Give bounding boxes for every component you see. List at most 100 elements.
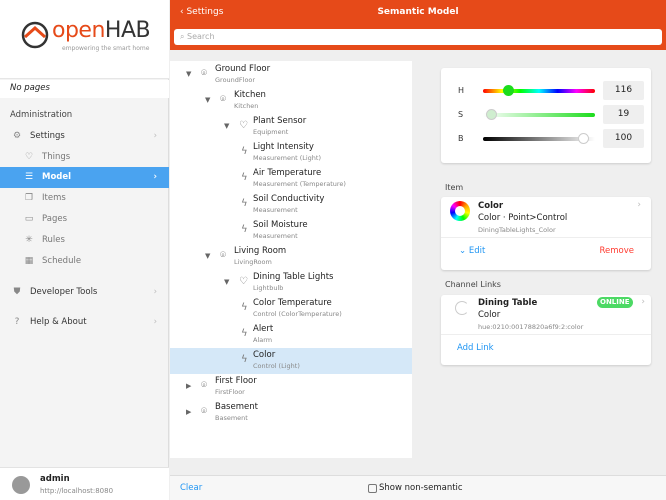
tree-node[interactable]: ϟ Color Temperature Control (ColorTemperat… bbox=[170, 296, 412, 322]
tree-node-label: Soil Conductivity bbox=[253, 194, 325, 204]
caret-down-icon[interactable]: ▼ bbox=[224, 278, 230, 286]
caret-down-icon[interactable]: ▼ bbox=[224, 122, 230, 130]
search-input[interactable]: ⌕ Search bbox=[174, 29, 662, 45]
tree-node-sublabel: Kitchen bbox=[234, 102, 259, 110]
tree-node-label: Kitchen bbox=[234, 90, 266, 100]
tree-node-label: Soil Moisture bbox=[253, 220, 308, 230]
brightness-value[interactable]: 100 bbox=[603, 129, 644, 148]
item-card: Color Color · Point>Control DiningTableL… bbox=[441, 197, 651, 270]
show-non-semantic-checkbox[interactable]: Show non-semantic bbox=[368, 483, 463, 494]
location-pin-icon: ⌾ bbox=[201, 380, 207, 391]
brightness-label: B bbox=[458, 134, 464, 143]
openhab-logo[interactable]: openHAB empowering the smart home bbox=[0, 0, 169, 79]
chevron-left-icon: ‹ bbox=[180, 7, 187, 17]
tree-node-sublabel: Alarm bbox=[253, 336, 273, 344]
tree-node-label: Color Temperature bbox=[253, 298, 332, 308]
sidebar-item-schedule[interactable]: ▦ Schedule bbox=[0, 251, 169, 272]
sidebar-item-settings[interactable]: ⚙ Settings › bbox=[0, 126, 169, 147]
monitor-icon: ▭ bbox=[24, 214, 34, 225]
sidebar: openHAB empowering the smart home No pag… bbox=[0, 0, 169, 500]
tree-node[interactable]: ϟ Air Temperature Measurement (Temperature… bbox=[170, 166, 412, 192]
tree-node[interactable]: ▼ ⌾ Living Room LivingRoom bbox=[170, 244, 412, 270]
add-link-button[interactable]: Add Link bbox=[457, 343, 494, 353]
sidebar-item-developer-tools[interactable]: ⛊ Developer Tools › bbox=[0, 282, 169, 303]
sidebar-item-model[interactable]: ☰ Model › bbox=[0, 167, 169, 188]
color-wheel-icon bbox=[450, 201, 470, 221]
flash-icon: ϟ bbox=[241, 198, 248, 209]
tree-node[interactable]: ▼ ♡ Plant Sensor Equipment bbox=[170, 114, 412, 140]
item-section-title: Item bbox=[445, 183, 464, 192]
hue-slider-handle[interactable] bbox=[503, 85, 514, 96]
tree-node[interactable]: ϟ Alert Alarm bbox=[170, 322, 412, 348]
flash-icon: ϟ bbox=[241, 172, 248, 183]
list-icon: ☰ bbox=[24, 172, 34, 183]
sidebar-item-items[interactable]: ❐ Items bbox=[0, 188, 169, 209]
checkbox-icon bbox=[368, 484, 377, 494]
brightness-slider[interactable] bbox=[483, 137, 595, 141]
tree-node-label: Light Intensity bbox=[253, 142, 314, 152]
tree-node[interactable]: ▶ ⌾ First Floor FirstFloor bbox=[170, 374, 412, 400]
sparkle-icon: ✳ bbox=[25, 235, 33, 246]
tree-node-label: Living Room bbox=[234, 246, 287, 256]
help-icon: ? bbox=[14, 317, 20, 328]
clear-button[interactable]: Clear bbox=[180, 483, 203, 493]
caret-right-icon[interactable]: ▶ bbox=[186, 408, 192, 416]
tree-node-label: First Floor bbox=[215, 376, 257, 386]
hue-slider[interactable] bbox=[483, 89, 595, 93]
channel-link-row[interactable]: Dining Table Color hue:0210:00178820a6f9… bbox=[441, 295, 651, 335]
avatar bbox=[12, 476, 30, 494]
saturation-slider-handle[interactable] bbox=[486, 109, 497, 120]
chevron-right-icon: › bbox=[153, 171, 157, 182]
help-label: Help & About bbox=[30, 316, 87, 327]
schedule-label: Schedule bbox=[42, 255, 82, 266]
tree-node[interactable]: ▼ ♡ Dining Table Lights Lightbulb bbox=[170, 270, 412, 296]
user-profile[interactable]: admin http://localhost:8080 bbox=[0, 467, 169, 500]
channel-links-card: Dining Table Color hue:0210:00178820a6f9… bbox=[441, 295, 651, 365]
calendar-icon: ▦ bbox=[24, 256, 34, 267]
location-pin-icon: ⌾ bbox=[220, 94, 226, 105]
caret-down-icon[interactable]: ▼ bbox=[205, 96, 211, 104]
saturation-slider[interactable] bbox=[483, 113, 595, 117]
tree-node[interactable]: ▼ ⌾ Kitchen Kitchen bbox=[170, 88, 412, 114]
saturation-value[interactable]: 19 bbox=[603, 105, 644, 124]
sidebar-item-rules[interactable]: ✳ Rules bbox=[0, 230, 169, 251]
lightbulb-icon: ♡ bbox=[24, 152, 34, 163]
tree-node[interactable]: ϟ Soil Conductivity Measurement bbox=[170, 192, 412, 218]
item-row[interactable]: Color Color · Point>Control DiningTableL… bbox=[441, 197, 651, 238]
brightness-slider-handle[interactable] bbox=[578, 133, 589, 144]
location-pin-icon: ⌾ bbox=[201, 68, 207, 79]
back-label: Settings bbox=[186, 7, 224, 17]
things-label: Things bbox=[42, 151, 71, 162]
caret-down-icon[interactable]: ▼ bbox=[205, 252, 211, 260]
tree-node[interactable]: ▼ ⌾ Ground Floor GroundFloor bbox=[170, 62, 412, 88]
sidebar-item-pages[interactable]: ▭ Pages bbox=[0, 209, 169, 230]
tree-node-sublabel: Control (ColorTemperature) bbox=[253, 310, 342, 318]
sidebar-item-things[interactable]: ♡ Things bbox=[0, 147, 169, 168]
flash-icon: ϟ bbox=[241, 354, 248, 365]
location-pin-icon: ⌾ bbox=[201, 406, 207, 417]
hue-value[interactable]: 116 bbox=[603, 81, 644, 100]
sidebar-item-help[interactable]: ? Help & About › bbox=[0, 312, 169, 333]
caret-down-icon[interactable]: ▼ bbox=[186, 70, 192, 78]
back-button[interactable]: ‹ Settings bbox=[180, 7, 223, 17]
items-label: Items bbox=[42, 192, 66, 203]
chevron-down-icon: ⌄ bbox=[459, 246, 469, 256]
user-name: admin bbox=[40, 474, 70, 484]
header: ‹ Settings Semantic Model ⌕ Search bbox=[170, 0, 666, 50]
chevron-right-icon: › bbox=[153, 286, 157, 297]
tree-node-sublabel: Measurement bbox=[253, 232, 298, 240]
edit-button[interactable]: ⌄ Edit bbox=[459, 246, 485, 257]
tree-node[interactable]: ▶ ⌾ Basement Basement bbox=[170, 400, 412, 426]
caret-right-icon[interactable]: ▶ bbox=[186, 382, 192, 390]
tree-node[interactable]: ϟ Light Intensity Measurement (Light) bbox=[170, 140, 412, 166]
items-icon: ❐ bbox=[24, 193, 34, 204]
tree-node[interactable]: ϟ Color Control (Light) bbox=[170, 348, 412, 374]
status-badge: ONLINE bbox=[597, 297, 633, 308]
item-name: Color bbox=[478, 201, 504, 211]
settings-label: Settings bbox=[30, 130, 65, 141]
remove-button[interactable]: Remove bbox=[599, 246, 635, 256]
gear-icon: ⚙ bbox=[12, 131, 22, 142]
rules-label: Rules bbox=[42, 234, 65, 245]
tree-node-sublabel: GroundFloor bbox=[215, 76, 256, 84]
tree-node[interactable]: ϟ Soil Moisture Measurement bbox=[170, 218, 412, 244]
